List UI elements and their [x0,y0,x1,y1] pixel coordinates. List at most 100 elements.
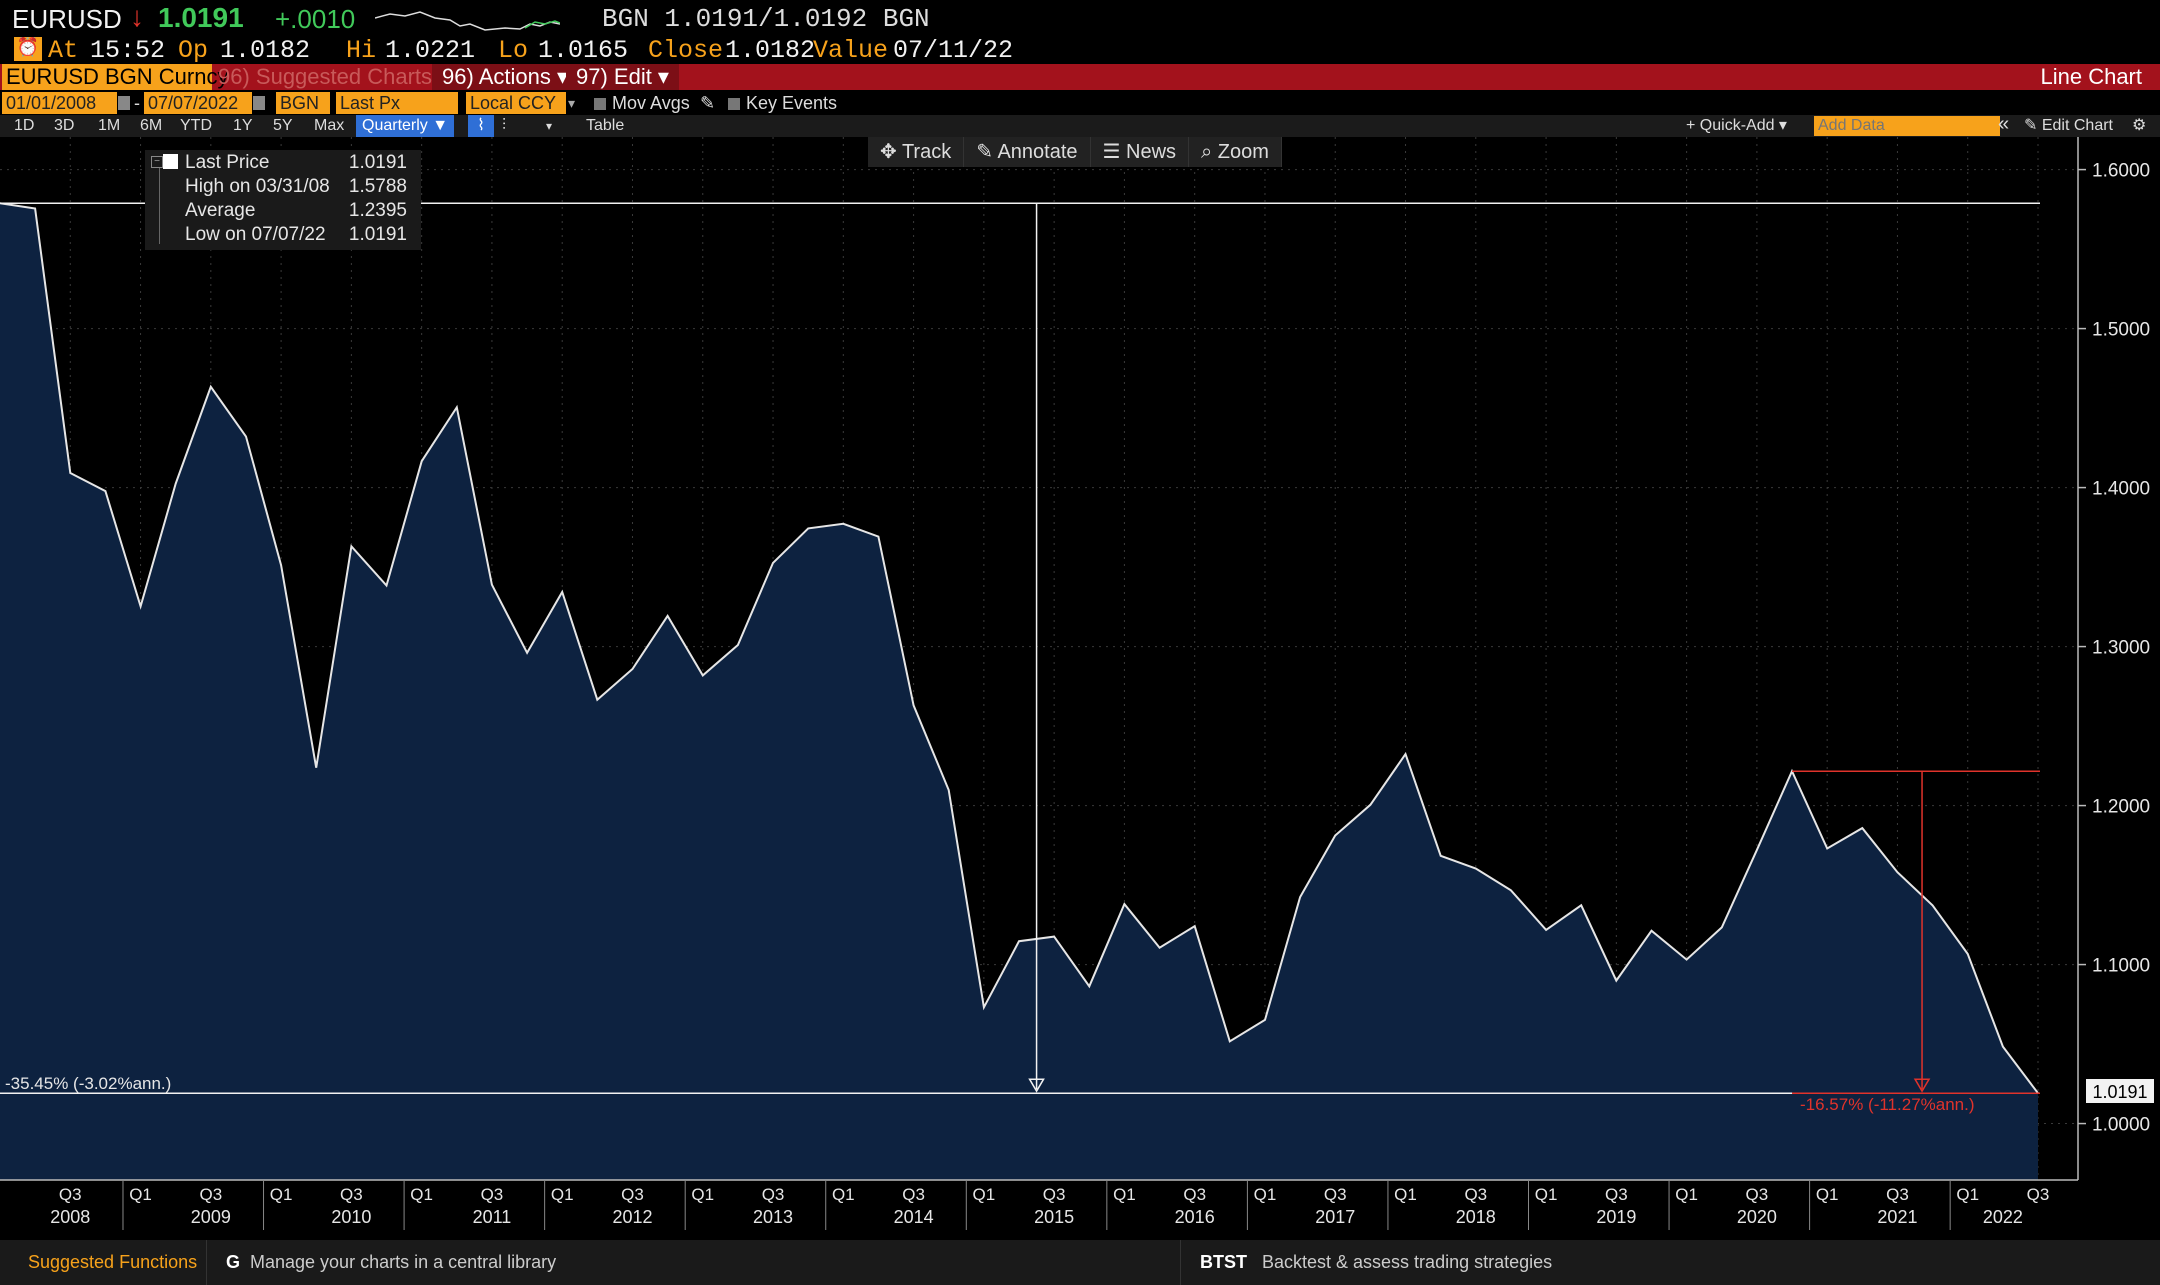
x-quarter-label: Q3 [340,1185,363,1204]
x-quarter-label: Q3 [2027,1185,2050,1204]
x-quarter-label: Q1 [410,1185,433,1204]
legend-average-label: Average [185,200,256,221]
last-price-badge-label: 1.0191 [2092,1082,2147,1102]
x-year-label: 2020 [1737,1207,1777,1227]
pencil-icon: ✎ [2024,117,2042,134]
clock-icon[interactable]: ⏰ [14,37,42,61]
track-label: Track [901,141,952,163]
start-date-field[interactable]: 01/01/2008 [2,92,117,114]
range-button-1m[interactable]: 1M [98,117,121,134]
range-button-1d[interactable]: 1D [14,117,35,134]
track-button[interactable]: ✥ Track [868,137,965,167]
x-quarter-label: Q3 [902,1185,925,1204]
arrow-head-icon [1913,1078,1931,1093]
x-quarter-label: Q3 [199,1185,222,1204]
y-tick-label: 1.2000 [2092,797,2150,818]
x-quarter-label: Q1 [1675,1185,1698,1204]
key-events-toggle[interactable]: Key Events [728,92,837,114]
y-tick-label: 1.5000 [2092,320,2150,341]
down-arrow-icon: ↓ [130,1,144,32]
edit-chart-button[interactable]: ✎ Edit Chart [2024,115,2113,137]
g-function-description[interactable]: Manage your charts in a central library [250,1252,557,1272]
price-line [0,202,2039,1094]
x-year-label: 2008 [50,1207,90,1227]
x-quarter-label: Q3 [1746,1185,1769,1204]
legend-last-label: Last Price [185,152,270,173]
btst-function-description[interactable]: Backtest & assess trading strategies [1262,1252,1553,1272]
security-field[interactable]: EURUSD BGN Curncy [2,64,228,90]
field-selector[interactable]: Last Px [336,92,458,114]
zoom-label: Zoom [1217,141,1269,163]
annotate-button[interactable]: ✎ Annotate [964,137,1091,167]
calendar-icon[interactable] [118,96,130,110]
x-quarter-label: Q1 [551,1185,574,1204]
last-price-badge [2086,1079,2154,1103]
range-button-3d[interactable]: 3D [54,117,75,134]
divider [1180,1240,1181,1285]
collapse-icon[interactable]: « [1998,113,2010,135]
checkbox-icon [594,98,606,110]
range-button-ytd[interactable]: YTD [180,117,212,134]
annotate-label: Annotate [997,141,1078,163]
chevron-down-icon[interactable]: ▾ [546,119,553,133]
x-quarter-label: Q1 [270,1185,293,1204]
range-button-1y[interactable]: 1Y [233,117,253,134]
suggested-functions-label[interactable]: Suggested Functions [28,1252,198,1272]
g-function-code[interactable]: G [226,1252,241,1272]
quote-time: 15:52 [90,36,166,65]
value-date: 07/11/22 [893,36,1014,65]
currency-field[interactable]: Local CCY [466,92,566,114]
x-quarter-label: Q1 [1254,1185,1277,1204]
search-icon: ⌕ [1201,141,1218,163]
footer-bar: Suggested Functions G Manage your charts… [0,1240,2160,1285]
news-button[interactable]: ☰ News [1091,137,1190,167]
x-axis-band [0,1180,2160,1240]
chart-toolbar: ✥ Track ✎ Annotate ☰ News ⌕ Zoom [868,137,1282,167]
legend-high-row: High on 03/31/08 1.5788 [185,176,411,200]
chevron-down-icon[interactable]: ▾ [568,95,576,111]
actions-menu-button[interactable]: 96) Actions ▾ [432,64,578,90]
edit-menu-button[interactable]: 97) Edit ▾ [566,64,679,90]
chart-type-label[interactable]: Line Chart [2040,64,2142,89]
price-area [0,203,2038,1181]
range-button-6m[interactable]: 6M [140,117,163,134]
table-button[interactable]: Table [586,117,625,134]
line-chart-icon[interactable]: ⌇ [468,115,494,137]
open-value: 1.0182 [220,36,311,65]
ticker-symbol[interactable]: EURUSD [12,4,122,34]
suggested-charts-menu[interactable]: 96) Suggested Charts [218,64,433,89]
add-data-input[interactable] [1814,116,2000,136]
crosshair-icon: ✥ [880,141,902,163]
y-axis: 1.6000 1.5000 1.4000 1.3000 1.2000 1.1000 1.00… [2077,137,2150,1180]
bid-ask-quote: BGN 1.0191/1.0192 BGN [602,4,930,34]
zoom-button[interactable]: ⌕ Zoom [1189,137,1282,167]
x-quarter-label: Q1 [129,1185,152,1204]
x-quarter-label: Q3 [1464,1185,1487,1204]
mov-avgs-toggle[interactable]: Mov Avgs [594,92,690,114]
divider [206,1240,207,1285]
range-button-5y[interactable]: 5Y [273,117,293,134]
source-field[interactable]: BGN [276,92,330,114]
quick-add-button[interactable]: + Quick-Add ▾ [1686,117,1787,134]
x-quarter-label: Q3 [1043,1185,1066,1204]
quote-detail-row: ⏰ At 15:52 Op 1.0182 Hi 1.0221 Lo 1.0165… [0,36,2160,65]
legend-low-row: Low on 07/07/22 1.0191 [185,224,411,248]
end-date-field[interactable]: 07/07/2022 [144,92,252,114]
series-swatch[interactable] [163,154,178,169]
low-value: 1.0165 [538,36,629,65]
period-select[interactable]: Quarterly ▼ [356,115,455,137]
candlestick-icon[interactable]: ⫶ [502,117,507,134]
x-quarter-label: Q3 [481,1185,504,1204]
pencil-icon[interactable]: ✎ [700,93,716,113]
legend-low-label: Low on 07/07/22 [185,224,326,245]
low-label: Lo [498,36,529,65]
range-button-max[interactable]: Max [314,117,345,134]
calendar-icon[interactable] [253,96,265,110]
price-chart[interactable]: 1.6000 1.5000 1.4000 1.3000 1.2000 1.1000 1.00… [0,137,2160,1240]
btst-function-code[interactable]: BTST [1200,1252,1247,1272]
gear-icon[interactable]: ⚙ [2132,117,2147,134]
arrow-head-icon [1028,1078,1045,1093]
collapse-icon[interactable]: − [151,156,163,168]
x-quarter-label: Q1 [832,1185,855,1204]
x-year-label: 2011 [473,1207,512,1227]
